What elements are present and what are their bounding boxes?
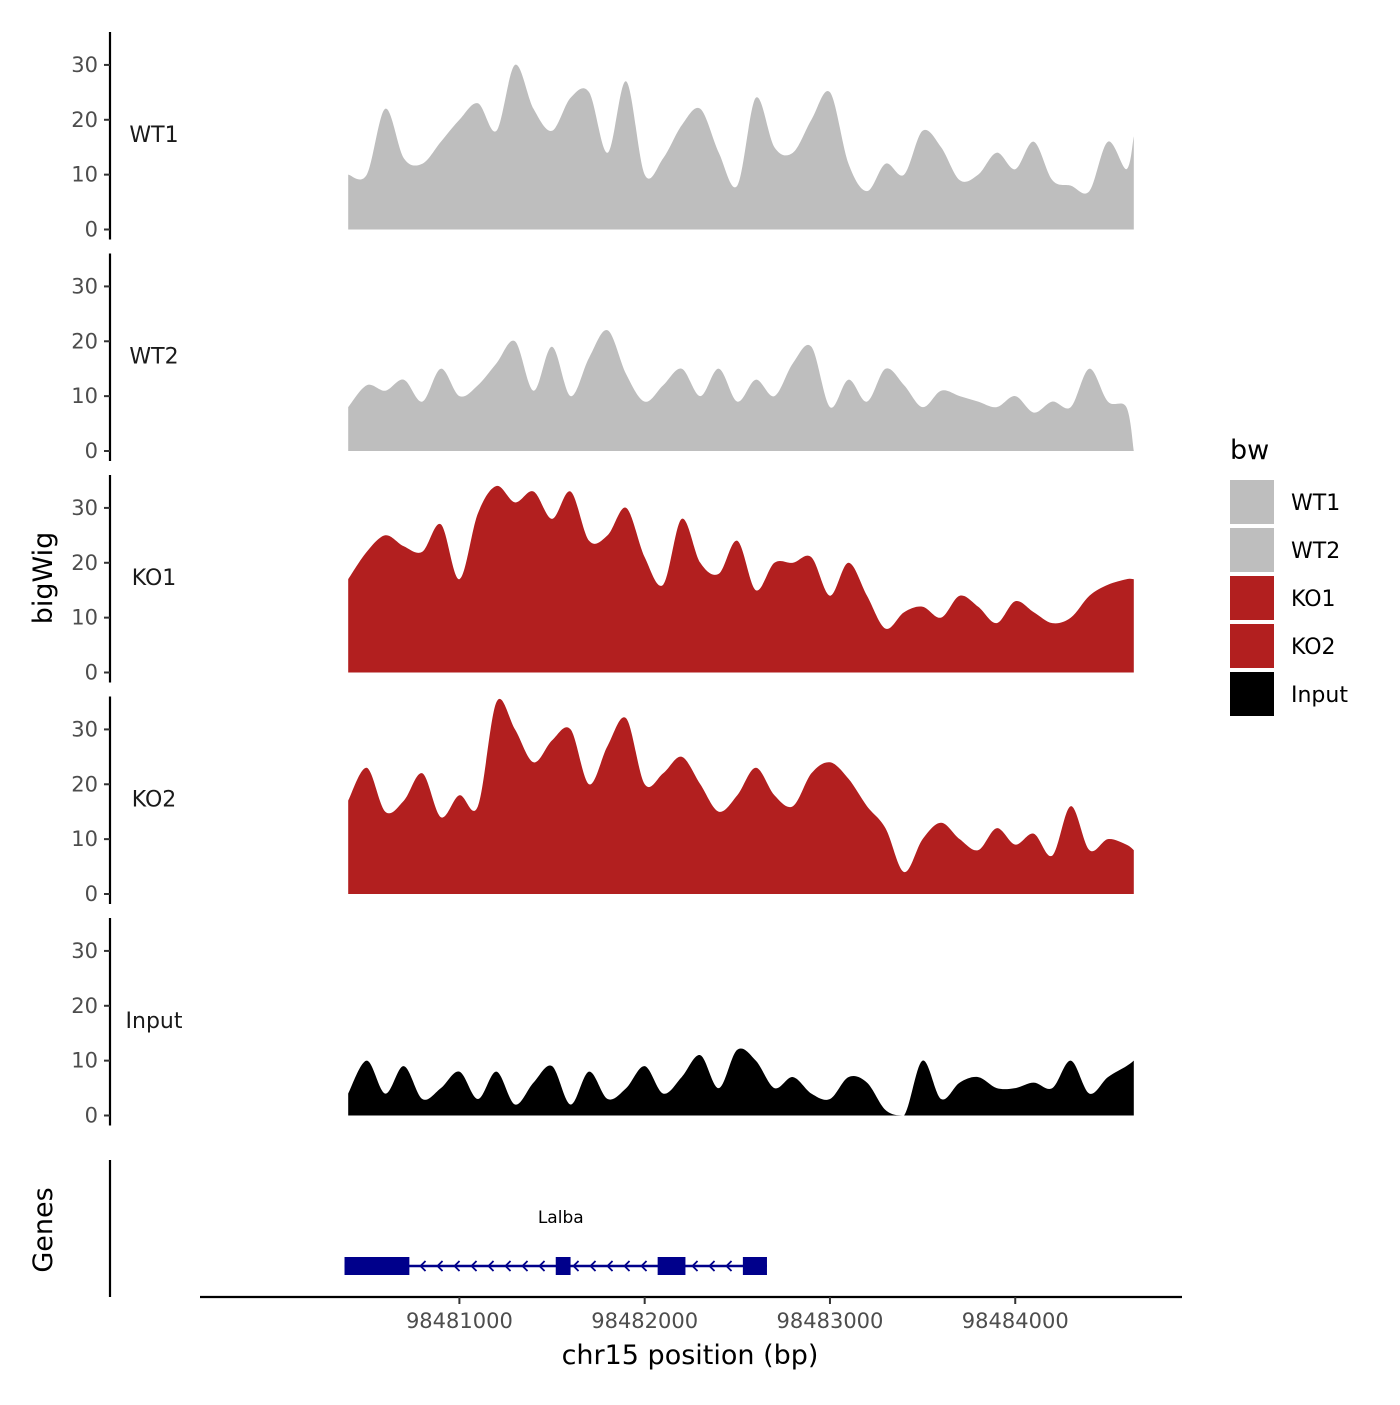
legend-label-ko2: KO2 <box>1291 635 1336 660</box>
y-tick-label: 10 <box>71 163 98 187</box>
y-tick-label: 30 <box>71 274 98 298</box>
signal-panels: 0 10 20 30 WT1 0 10 20 30 WT2 0 10 20 30 KO1 0 10 20 30 KO2… <box>71 32 1134 1128</box>
gene-exon <box>555 1257 571 1275</box>
track-label-wt1: WT1 <box>129 123 178 148</box>
panel-wt1: 0 10 20 30 WT1 <box>71 32 1134 242</box>
x-tick-label: 98481000 <box>406 1309 513 1333</box>
strand-arrow <box>572 1260 580 1272</box>
gene-exon <box>344 1257 410 1275</box>
y-tick-label: 10 <box>71 1049 98 1073</box>
y-tick-label: 30 <box>71 939 98 963</box>
legend-label-input: Input <box>1291 683 1348 708</box>
legend-key-ko2 <box>1230 624 1274 668</box>
strand-arrow <box>589 1260 597 1272</box>
gene-exon <box>657 1257 686 1275</box>
y-tick-label: 10 <box>71 606 98 630</box>
strand-arrow <box>470 1260 478 1272</box>
y-tick-label: 20 <box>71 994 98 1018</box>
x-tick-label: 98484000 <box>962 1309 1069 1333</box>
strand-arrow <box>691 1260 699 1272</box>
strand-arrow <box>487 1260 495 1272</box>
track-label-input: Input <box>126 1009 183 1034</box>
y-tick-label: 0 <box>85 218 98 242</box>
y-tick-label: 0 <box>85 1104 98 1128</box>
y-tick-label: 0 <box>85 661 98 685</box>
strand-arrow <box>436 1260 444 1272</box>
strand-arrow <box>538 1260 546 1272</box>
legend: bw WT1 WT2 KO1 KO2 Input <box>1230 435 1348 716</box>
y-tick-label: 0 <box>85 882 98 906</box>
panel-wt2: 0 10 20 30 WT2 <box>71 253 1134 463</box>
legend-label-ko1: KO1 <box>1291 587 1336 612</box>
legend-key-input <box>1230 672 1274 716</box>
legend-label-wt1: WT1 <box>1291 491 1340 516</box>
genes-panel-title: Genes <box>28 1187 59 1272</box>
signal-area-wt2 <box>348 330 1134 451</box>
legend-key-ko1 <box>1230 576 1274 620</box>
strand-arrow <box>521 1260 529 1272</box>
track-label-ko2: KO2 <box>132 788 177 813</box>
y-tick-label: 20 <box>71 551 98 575</box>
x-tick-label: 98483000 <box>777 1309 884 1333</box>
gene-panel: Lalba <box>108 1160 767 1297</box>
strand-arrow <box>640 1260 648 1272</box>
strand-arrow <box>453 1260 461 1272</box>
legend-key-wt1 <box>1230 480 1274 524</box>
legend-title: bw <box>1230 435 1269 466</box>
y-tick-label: 30 <box>71 496 98 520</box>
legend-label-wt2: WT2 <box>1291 539 1340 564</box>
gene-exon <box>742 1257 767 1275</box>
y-axis-title: bigWig <box>28 532 59 625</box>
panel-ko1: 0 10 20 30 KO1 <box>71 475 1134 685</box>
y-tick-label: 20 <box>71 772 98 796</box>
strand-arrow <box>708 1260 716 1272</box>
y-tick-label: 0 <box>85 439 98 463</box>
signal-area-ko1 <box>348 485 1134 673</box>
strand-arrow <box>606 1260 614 1272</box>
track-label-wt2: WT2 <box>129 345 178 370</box>
signal-area-ko2 <box>348 698 1134 894</box>
gene-lalba: Lalba <box>344 1208 767 1275</box>
strand-arrow <box>504 1260 512 1272</box>
panel-ko2: 0 10 20 30 KO2 <box>71 696 1134 906</box>
signal-area-input <box>348 1048 1134 1116</box>
y-tick-label: 30 <box>71 53 98 77</box>
y-tick-label: 20 <box>71 329 98 353</box>
x-axis-title: chr15 position (bp) <box>562 1340 819 1371</box>
panel-input: 0 10 20 30 Input <box>71 918 1134 1128</box>
y-tick-label: 20 <box>71 108 98 132</box>
strand-arrow <box>725 1260 733 1272</box>
track-label-ko1: KO1 <box>132 566 177 591</box>
strand-arrow <box>623 1260 631 1272</box>
strand-arrow <box>419 1260 427 1272</box>
gene-label: Lalba <box>538 1208 584 1228</box>
signal-area-wt1 <box>348 64 1134 230</box>
legend-key-wt2 <box>1230 528 1274 572</box>
x-tick-label: 98482000 <box>591 1309 698 1333</box>
x-axis: 98481000 98482000 98483000 98484000 <box>200 1295 1182 1333</box>
y-tick-label: 10 <box>71 827 98 851</box>
y-tick-label: 10 <box>71 384 98 408</box>
y-tick-label: 30 <box>71 717 98 741</box>
